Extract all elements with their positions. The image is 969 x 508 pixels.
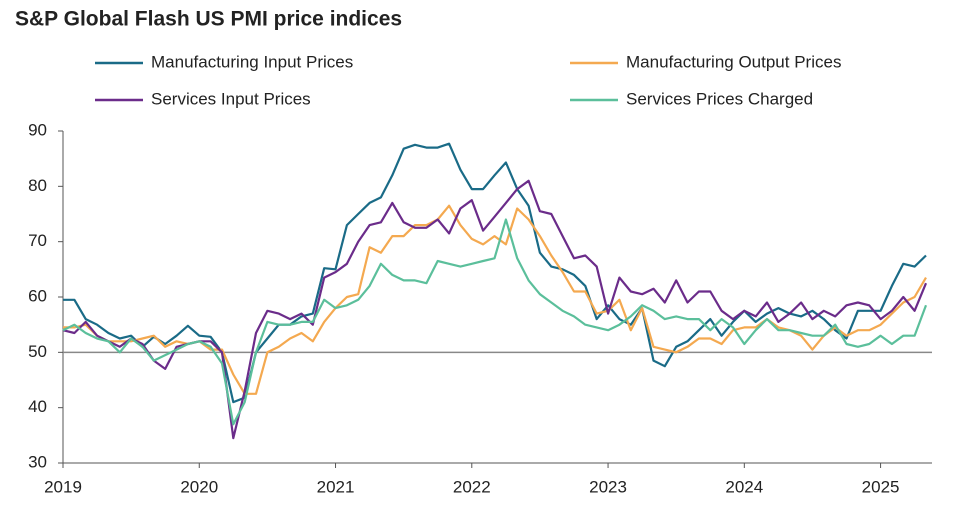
chart-title: S&P Global Flash US PMI price indices [15,8,402,31]
series-line [62,218,928,426]
x-tick-label: 2022 [453,477,491,496]
y-tick-label: 90 [28,120,47,139]
legend-label: Manufacturing Input Prices [151,52,353,71]
legend-label: Manufacturing Output Prices [626,52,841,71]
legend-label: Services Prices Charged [626,89,813,108]
x-tick-label: 2023 [589,477,627,496]
x-tick-label: 2024 [725,477,763,496]
y-tick-label: 80 [28,176,47,195]
x-tick-label: 2025 [862,477,900,496]
y-tick-label: 50 [28,342,47,361]
series-line [63,204,927,395]
y-tick-label: 40 [28,397,47,416]
series-line [62,179,928,440]
y-tick-label: 30 [28,452,47,471]
y-tick-label: 70 [28,231,47,250]
x-tick-label: 2020 [180,477,218,496]
x-tick-label: 2021 [317,477,355,496]
legend-label: Services Input Prices [151,89,311,108]
y-tick-label: 60 [28,286,47,305]
x-tick-label: 2019 [44,477,82,496]
series-line [63,142,927,404]
